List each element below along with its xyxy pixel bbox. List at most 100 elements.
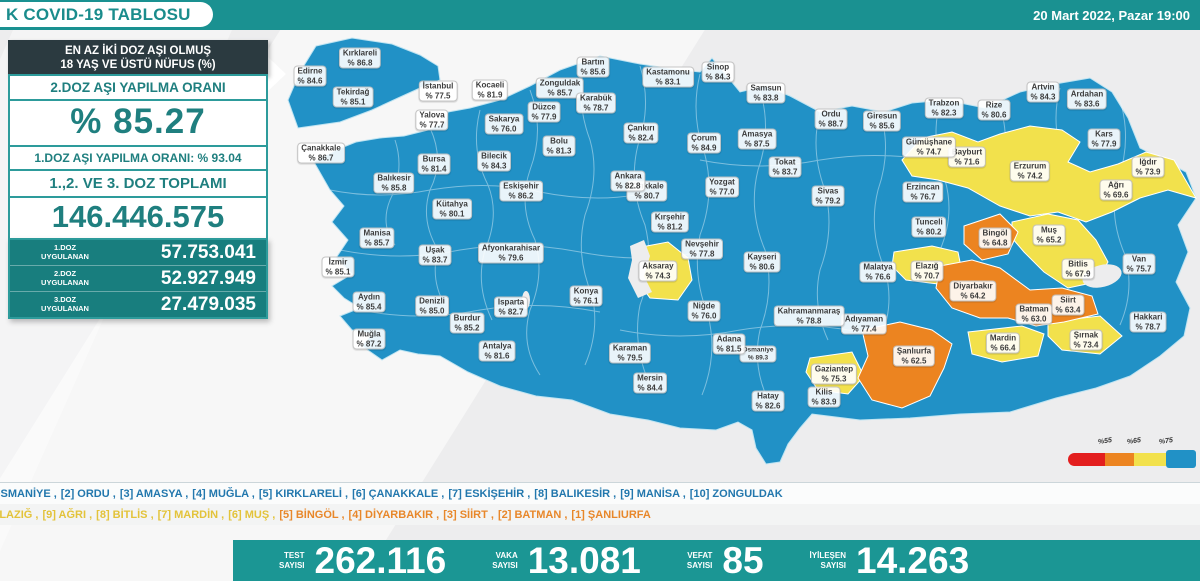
province-name: Bayburt bbox=[951, 147, 983, 157]
province-label: Ağrı% 69.6 bbox=[1099, 179, 1133, 201]
province-name: Bartın bbox=[581, 57, 605, 67]
province-label: Erzurum% 74.2 bbox=[1009, 160, 1051, 182]
province-name: Eskişehir bbox=[503, 181, 539, 191]
list-item: [5] KIRKLARELİ , bbox=[258, 487, 349, 500]
province-pct: % 80.6 bbox=[749, 262, 775, 271]
province-pct: % 66.4 bbox=[990, 343, 1016, 352]
province-pct: % 83.9 bbox=[811, 397, 837, 406]
province-label: Çorum% 84.9 bbox=[687, 132, 721, 154]
province-label: Siirt% 63.4 bbox=[1051, 294, 1085, 316]
province-name: Kars bbox=[1095, 129, 1113, 139]
province-label: Şırnak% 73.4 bbox=[1069, 329, 1103, 351]
province-name: Kayseri bbox=[747, 252, 777, 262]
legend-orange-segment bbox=[1105, 453, 1134, 466]
province-label: Sivas% 79.2 bbox=[811, 185, 845, 207]
province-pct: % 80.1 bbox=[439, 209, 465, 218]
province-name: Afyonkarahisar bbox=[481, 243, 541, 253]
legend-blue-segment bbox=[1166, 450, 1196, 468]
province-label: Balıkesir% 85.8 bbox=[373, 172, 415, 194]
province-name: Hatay bbox=[757, 391, 779, 401]
province-pct: % 73.4 bbox=[1073, 340, 1099, 349]
list-item: [7] MARDİN , bbox=[157, 508, 225, 521]
province-name: Antalya bbox=[482, 341, 512, 351]
province-name: Balıkesir bbox=[377, 173, 411, 183]
province-pct: % 74.2 bbox=[1017, 171, 1043, 180]
list-item: [9] AĞRI , bbox=[42, 508, 93, 521]
province-pct: % 82.6 bbox=[755, 401, 781, 410]
province-label: Trabzon% 82.3 bbox=[924, 97, 964, 119]
province-name: Sivas bbox=[817, 186, 839, 196]
province-name: Ardahan bbox=[1070, 89, 1104, 99]
province-name: Karaman bbox=[612, 343, 648, 353]
province-label: Kastamonu% 83.1 bbox=[642, 66, 694, 88]
province-label: Antalya% 81.6 bbox=[478, 340, 516, 362]
province-label: Konya% 76.1 bbox=[569, 285, 603, 307]
province-name: Çorum bbox=[691, 133, 717, 143]
province-name: Düzce bbox=[532, 102, 556, 112]
province-name: İstanbul bbox=[422, 81, 454, 91]
dose-table-row: 3.DOZ UYGULANAN 27.479.035 bbox=[10, 292, 266, 317]
province-pct: % 75.3 bbox=[821, 374, 847, 383]
turkey-map: Edirne% 84.6 Kırklareli% 86.8 Tekirdağ% 85… bbox=[280, 30, 1200, 475]
province-pct: % 76.7 bbox=[910, 192, 936, 201]
province-label: Aydın% 85.4 bbox=[352, 291, 386, 313]
province-pct: % 82.3 bbox=[931, 108, 957, 117]
province-pct: % 62.5 bbox=[901, 356, 927, 365]
province-label: Uşak% 83.7 bbox=[418, 244, 452, 266]
province-label: Muş% 65.2 bbox=[1032, 224, 1066, 246]
stat-label: VAKA SAYISI bbox=[492, 551, 518, 570]
province-pct: % 83.1 bbox=[655, 77, 681, 86]
province-name: Hakkari bbox=[1133, 312, 1163, 322]
province-name: Kırklareli bbox=[342, 48, 378, 58]
province-pct: % 85.7 bbox=[364, 238, 390, 247]
province-label: Bartın% 85.6 bbox=[576, 56, 610, 78]
province-name: Zonguldak bbox=[539, 78, 581, 88]
province-name: Edirne bbox=[297, 66, 323, 76]
province-pct: % 79.5 bbox=[617, 353, 643, 362]
province-name: Van bbox=[1131, 254, 1147, 264]
province-pct: % 84.3 bbox=[705, 72, 731, 81]
province-name: Aksaray bbox=[642, 261, 674, 271]
province-label: Gümüşhane% 74.7 bbox=[901, 136, 957, 158]
dose-row-label: 1.DOZ UYGULANAN bbox=[41, 243, 89, 261]
province-label: Düzce% 77.9 bbox=[527, 101, 561, 123]
province-pct: % 64.2 bbox=[960, 291, 986, 300]
dose-row-value: 27.479.035 bbox=[160, 293, 256, 315]
province-label: Kilis% 83.9 bbox=[807, 386, 841, 408]
list-item: [8] BALIKESİR , bbox=[534, 487, 617, 500]
province-name: Manisa bbox=[363, 228, 391, 238]
province-name: Isparta bbox=[497, 297, 525, 307]
province-pct: % 84.3 bbox=[481, 161, 507, 170]
province-label: Erzincan% 76.7 bbox=[902, 181, 944, 203]
province-label: Kütahya% 80.1 bbox=[432, 198, 472, 220]
province-pct: % 80.2 bbox=[916, 227, 942, 236]
province-pct: % 76.1 bbox=[573, 296, 599, 305]
list-item: [6] ÇANAKKALE , bbox=[352, 487, 445, 500]
province-label: Çanakkale% 86.7 bbox=[297, 142, 345, 164]
province-label: Elazığ% 70.7 bbox=[910, 260, 944, 282]
province-pct: % 67.9 bbox=[1065, 269, 1091, 278]
province-name: Niğde bbox=[692, 301, 716, 311]
province-label: Isparta% 82.7 bbox=[493, 296, 529, 318]
province-pct: % 82.7 bbox=[498, 307, 524, 316]
province-name: Osmaniye bbox=[742, 346, 774, 354]
province-label: Giresun% 85.6 bbox=[862, 110, 902, 132]
ranked-lists: OSMANİYE ,[2] ORDU ,[3] AMASYA ,[4] MUĞL… bbox=[0, 482, 1200, 525]
province-pct: % 79.6 bbox=[498, 253, 524, 262]
province-label: Adıyaman% 77.4 bbox=[840, 313, 888, 335]
province-name: Çankırı bbox=[627, 123, 655, 133]
province-label: Amasya% 87.5 bbox=[737, 128, 777, 150]
province-label: Batman% 63.0 bbox=[1015, 303, 1053, 325]
province-label: Bingöl% 64.8 bbox=[978, 227, 1012, 249]
vaccination-panel: EN AZ İKİ DOZ AŞI OLMUŞ 18 YAŞ VE ÜSTÜ N… bbox=[8, 40, 268, 319]
stat-label: TEST SAYISI bbox=[279, 551, 305, 570]
dose-row-label: 2.DOZ UYGULANAN bbox=[41, 269, 89, 287]
province-pct: % 77.0 bbox=[709, 187, 735, 196]
top10-provinces-list: OSMANİYE ,[2] ORDU ,[3] AMASYA ,[4] MUĞL… bbox=[0, 482, 1200, 504]
header-date: 20 Mart 2022, Pazar 19:00 bbox=[1033, 7, 1190, 23]
province-name: Tokat bbox=[774, 157, 796, 167]
province-label: Bursa% 81.4 bbox=[417, 153, 451, 175]
province-label: Artvin% 84.3 bbox=[1026, 81, 1060, 103]
province-pct: % 76.0 bbox=[491, 124, 517, 133]
